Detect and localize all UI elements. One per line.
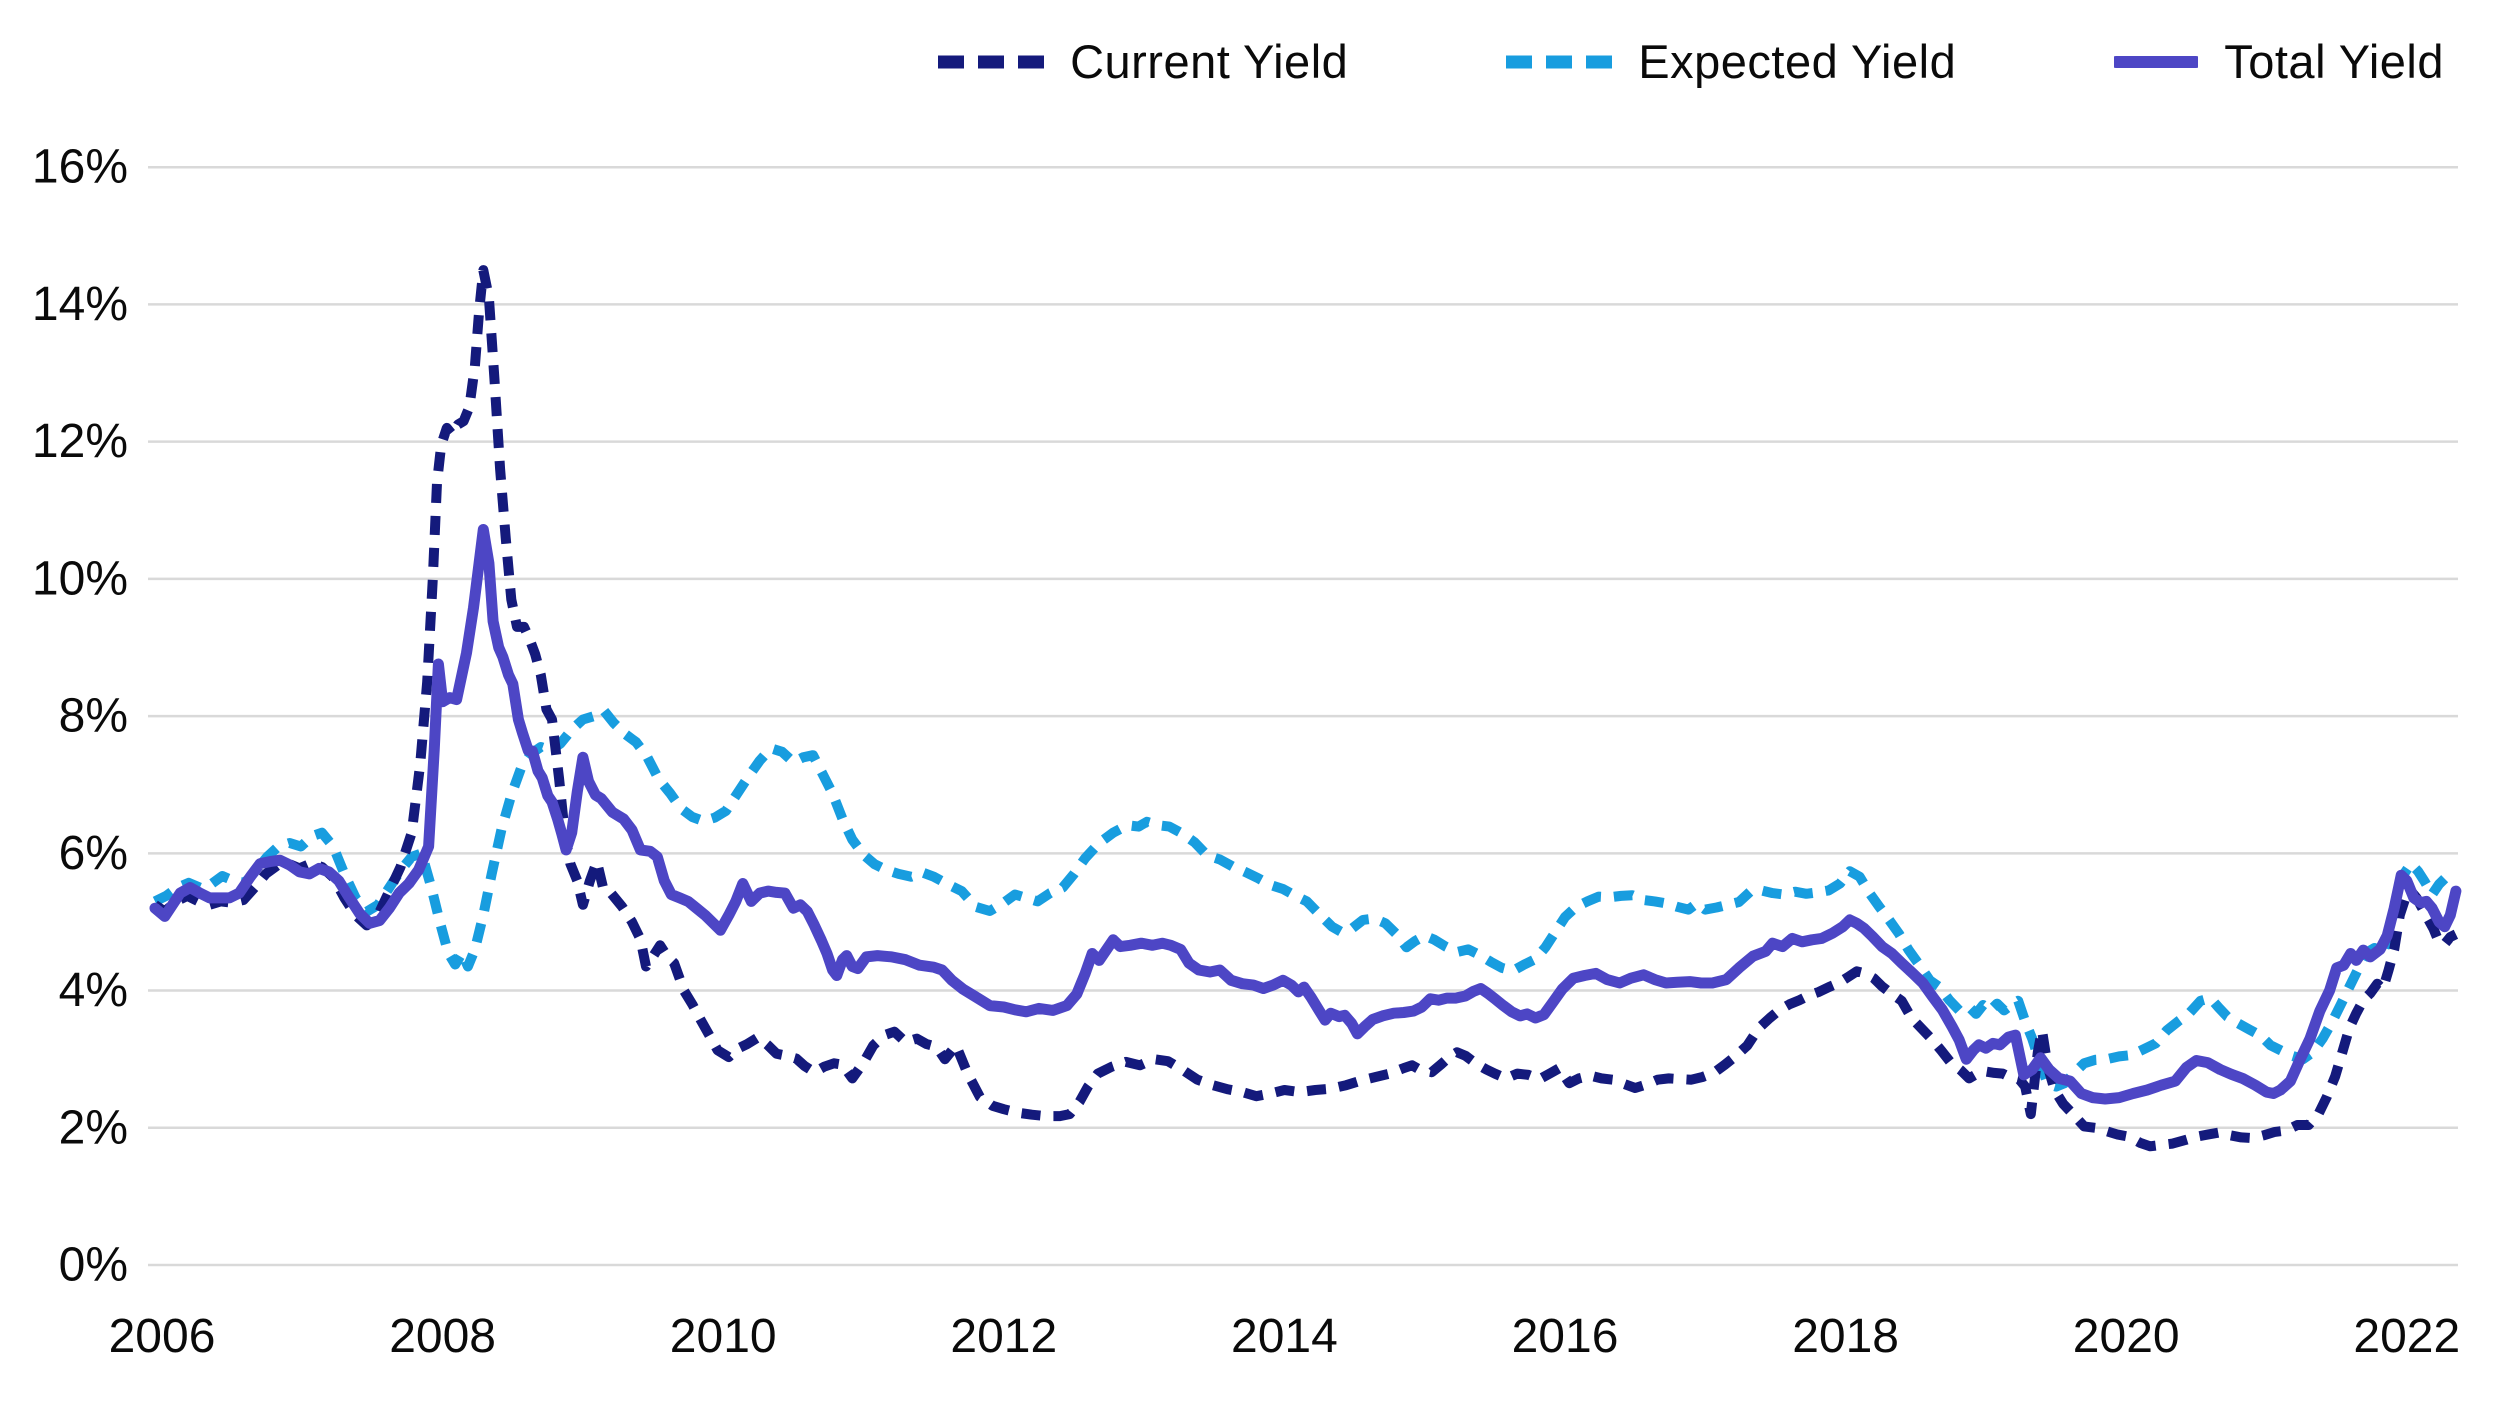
x-axis-tick-label: 2018 (1792, 1310, 1899, 1363)
y-axis-tick-label: 4% (59, 964, 128, 1017)
total-yield-solid-line-icon (2114, 55, 2199, 68)
x-axis-tick-label: 2014 (1231, 1310, 1338, 1363)
y-axis-tick-label: 10% (32, 552, 128, 605)
legend-label-total-yield: Total Yield (2224, 35, 2444, 88)
legend-item-total-yield: Total Yield (2114, 34, 2444, 89)
y-axis-tick-label: 2% (59, 1101, 128, 1154)
x-axis-tick-label: 2022 (2353, 1310, 2460, 1363)
series-line-total-yield (149, 524, 2462, 1105)
series-line-current-yield (152, 265, 2459, 1152)
y-axis-tick-label: 6% (59, 827, 128, 880)
series-line-expected-yield (152, 705, 2455, 1092)
x-axis-tick-label: 2006 (109, 1310, 216, 1363)
y-axis-tick-label: 0% (59, 1239, 128, 1292)
x-axis-tick-label: 2020 (2073, 1310, 2180, 1363)
y-axis-tick-label: 8% (59, 690, 128, 743)
x-axis-tick-label: 2012 (950, 1310, 1057, 1363)
chart-legend: Current Yield Expected Yield Total Yield (938, 34, 2444, 89)
y-axis-tick-label: 14% (32, 278, 128, 331)
current-yield-dashed-line-icon (938, 55, 1045, 68)
x-axis-tick-label: 2016 (1512, 1310, 1619, 1363)
y-axis-tick-label: 16% (32, 141, 128, 194)
x-axis-tick-label: 2008 (389, 1310, 496, 1363)
legend-item-expected-yield: Expected Yield (1506, 34, 1956, 89)
legend-item-current-yield: Current Yield (938, 34, 1348, 89)
expected-yield-dashed-line-icon (1506, 55, 1613, 68)
legend-label-current-yield: Current Yield (1070, 35, 1349, 88)
y-axis-tick-label: 12% (32, 415, 128, 468)
legend-label-expected-yield: Expected Yield (1638, 35, 1957, 88)
x-axis-tick-label: 2010 (670, 1310, 777, 1363)
